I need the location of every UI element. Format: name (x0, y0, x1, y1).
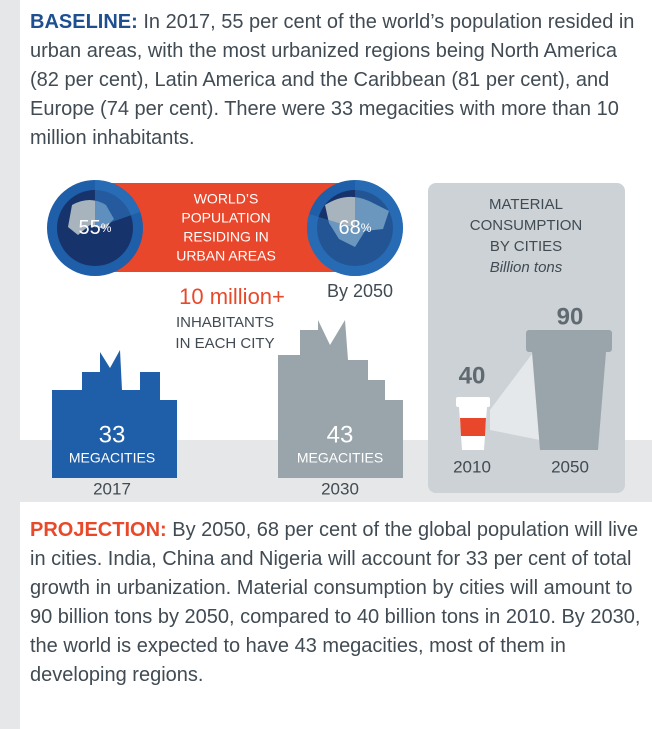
globe-unit: % (361, 221, 372, 235)
light-beam (490, 350, 540, 440)
building-2030 (278, 320, 403, 478)
cup-2010 (456, 397, 490, 450)
megacity-label: MEGACITIES (69, 450, 155, 466)
material-unit: Billion tons (490, 259, 563, 276)
material-value: 90 (557, 303, 584, 330)
globe-value: 55 (79, 217, 101, 239)
globe-2017 (47, 180, 143, 276)
year-label: By 2050 (327, 281, 393, 301)
megacity-count: 33 (99, 421, 126, 448)
projection-text: By 2050, 68 per cent of the global popul… (30, 519, 641, 686)
baseline-label: BASELINE: (30, 11, 138, 33)
megacity-year: 2030 (321, 479, 359, 498)
material-value: 40 (459, 362, 486, 389)
material-title: BY CITIES (490, 238, 562, 255)
projection-paragraph: PROJECTION: By 2050, 68 per cent of the … (30, 516, 642, 690)
banner-line: WORLD’S (194, 191, 259, 207)
material-title: MATERIAL (489, 196, 563, 213)
projection-label: PROJECTION: (30, 519, 167, 541)
globe-label: 55% (79, 217, 112, 239)
baseline-text: In 2017, 55 per cent of the world’s popu… (30, 11, 635, 149)
cup-2050 (526, 330, 612, 450)
banner-line: RESIDING IN (183, 229, 269, 245)
globe-value: 68 (339, 217, 361, 239)
globe-2050 (306, 180, 403, 276)
material-year: 2010 (453, 457, 491, 476)
megacity-count: 43 (327, 421, 354, 448)
megacity-label: MEGACITIES (297, 450, 383, 466)
building-2017 (52, 350, 177, 478)
side-strip (0, 0, 20, 729)
megacity-year: 2017 (93, 479, 131, 498)
material-year: 2050 (551, 457, 589, 476)
threshold-note: IN EACH CITY (175, 335, 274, 352)
globe-label: 68% (339, 217, 372, 239)
baseline-paragraph: BASELINE: In 2017, 55 per cent of the wo… (30, 8, 642, 153)
banner-line: URBAN AREAS (176, 248, 276, 264)
threshold-note: INHABITANTS (176, 314, 274, 331)
material-title: CONSUMPTION (470, 217, 583, 234)
banner-line: POPULATION (181, 210, 270, 226)
threshold: 10 million+ (179, 284, 285, 309)
globe-unit: % (101, 221, 112, 235)
